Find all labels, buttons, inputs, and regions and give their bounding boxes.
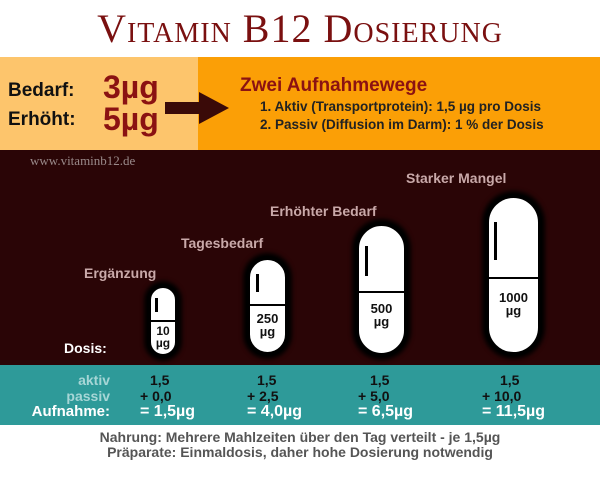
watermark: www.vitaminb12.de: [30, 153, 136, 168]
row-label-aktiv: aktiv: [78, 372, 110, 388]
footer-notes: Nahrung: Mehrere Mahlzeiten über den Tag…: [0, 430, 600, 460]
absorption-column: 1,5 + 10,0 = 11,5µg: [482, 372, 546, 420]
absorption-column: 1,5 + 0,0 = 1,5µg: [140, 372, 196, 420]
footer-line: Nahrung: Mehrere Mahlzeiten über den Tag…: [99, 429, 501, 445]
arrow-icon: [165, 92, 229, 124]
pathways-heading: Zwei Aufnahmewege: [240, 75, 428, 96]
row-label-passiv: passiv: [66, 388, 110, 404]
bedarf-value: 3µg: [103, 69, 159, 105]
page-title: Vitamin B12 Dosierung: [97, 6, 503, 51]
capsule-dose: 500: [370, 301, 393, 316]
erhoeht-value: 5µg: [103, 101, 159, 137]
pathways-panel: Zwei Aufnahmewege 1. Aktiv (Transportpro…: [198, 57, 600, 150]
capsule-unit: µg: [373, 314, 390, 329]
category-label: Ergänzung: [84, 265, 157, 281]
absorption-table: aktiv passiv Aufnahme: 1,5 + 0,0 = 1,5µg 1…: [0, 365, 600, 425]
capsule-250: 250 µg: [246, 256, 289, 356]
category-label: Tagesbedarf: [181, 235, 264, 251]
footer-line: Präparate: Einmaldosis, daher hohe Dosie…: [107, 444, 493, 460]
capsule-1000: 1000 µg: [485, 194, 542, 356]
category-label: Starker Mangel: [406, 170, 507, 186]
capsule-dose: 250: [256, 311, 279, 326]
capsule-dose: 1000: [499, 290, 528, 305]
absorption-column: 1,5 + 5,0 = 6,5µg: [358, 372, 414, 420]
capsule-dose: 10: [156, 324, 170, 338]
dose-label: Dosis:: [64, 340, 107, 356]
erhoeht-label: Erhöht:: [8, 109, 76, 130]
pathway-item: 1. Aktiv (Transportprotein): 1,5 µg pro …: [260, 99, 542, 114]
bedarf-label: Bedarf:: [8, 80, 75, 101]
row-label-aufnahme: Aufnahme:: [31, 403, 110, 420]
category-label: Erhöhter Bedarf: [270, 203, 377, 219]
dose-panel: www.vitaminb12.de Ergänzung Tagesbedarf …: [0, 150, 600, 365]
capsule-unit: µg: [155, 336, 171, 350]
capsule-unit: µg: [505, 303, 522, 318]
pathway-item: 2. Passiv (Diffusion im Darm): 1 % der D…: [260, 117, 544, 132]
capsule-10: 10 µg: [147, 284, 179, 358]
capsule-500: 500 µg: [355, 222, 408, 357]
capsule-unit: µg: [259, 324, 276, 339]
absorption-column: 1,5 + 2,5 = 4,0µg: [247, 372, 303, 420]
